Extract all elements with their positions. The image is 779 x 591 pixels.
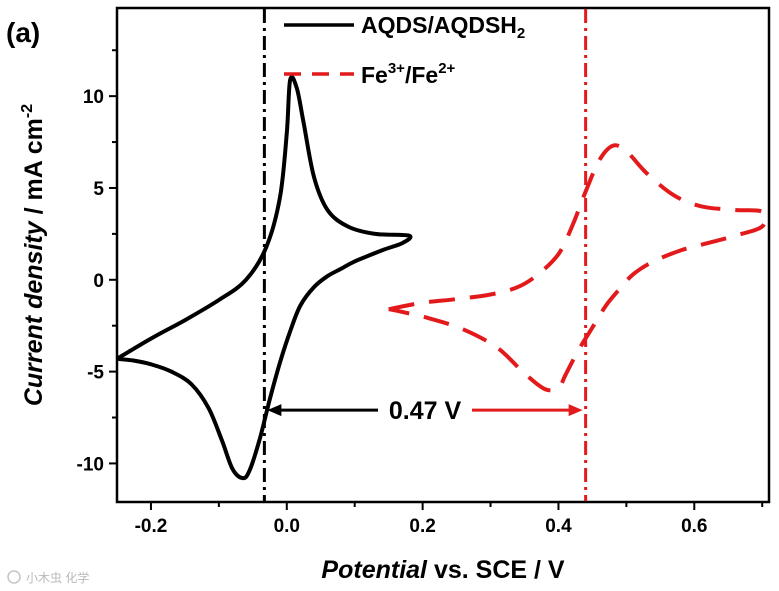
- x-tick-label: 0.4: [545, 516, 572, 537]
- y-tick-label: 0: [93, 271, 104, 292]
- aqds-cv-curve: [115, 74, 413, 481]
- x-tick-label: -0.2: [135, 516, 168, 537]
- potential-gap-label: 0.47 V: [389, 397, 462, 425]
- legend-label-fe: Fe3+/Fe2+: [361, 60, 456, 88]
- fe-cv-curve: [388, 143, 768, 393]
- legend: AQDS/AQDSH2 Fe3+/Fe2+: [284, 12, 525, 88]
- x-tick-label: 0.2: [409, 516, 435, 537]
- watermark: 小木虫 化学: [7, 570, 89, 585]
- right-arrow-head: [568, 404, 583, 417]
- left-arrow-head: [267, 404, 282, 417]
- panel-label: (a): [6, 17, 40, 48]
- watermark-logo-icon: [7, 570, 21, 584]
- potential-gap-annotation: 0.47 V: [267, 397, 583, 425]
- y-tick-label: 5: [93, 179, 104, 200]
- x-axis-title: Potential vs. SCE / V: [321, 556, 564, 584]
- y-axis-title: Current density / mA cm-2: [19, 104, 48, 406]
- y-tick-label: 10: [83, 87, 104, 108]
- plot-frame: [115, 6, 771, 504]
- watermark-text: 小木虫 化学: [26, 570, 89, 585]
- tick-labels: -0.2 0.0 0.2 0.4 0.6 -10 -5 0 5 10: [77, 87, 708, 537]
- cv-curves: [115, 74, 768, 481]
- y-tick-label: -10: [77, 454, 104, 475]
- x-tick-label: 0.0: [274, 516, 300, 537]
- legend-label-aqds: AQDS/AQDSH2: [361, 12, 525, 42]
- axis-ticks: [109, 49, 764, 510]
- y-tick-label: -5: [87, 363, 104, 384]
- x-tick-label: 0.6: [681, 516, 707, 537]
